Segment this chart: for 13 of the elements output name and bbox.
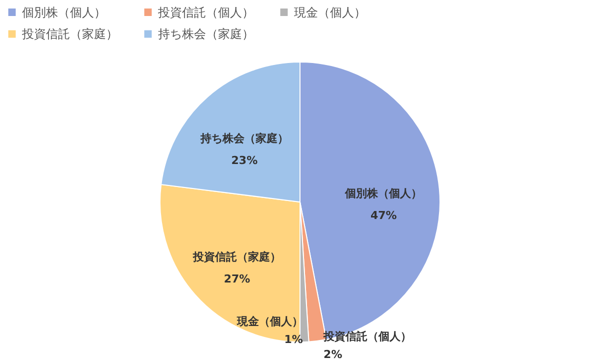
legend-label: 個別株（個人） — [22, 5, 106, 20]
legend-label: 投資信託（家庭） — [21, 27, 118, 41]
legend-label: 持ち株会（家庭） — [158, 27, 254, 41]
data-label: 47% — [370, 209, 397, 222]
slice-label: 現金（個人） — [236, 314, 303, 328]
data-label: 23% — [231, 154, 258, 167]
data-label: 2% — [324, 348, 342, 360]
legend-label: 現金（個人） — [294, 5, 366, 20]
slice-label: 個別株（個人） — [344, 187, 422, 200]
legend-label: 投資信託（個人） — [157, 5, 254, 20]
data-label: 27% — [224, 272, 250, 286]
slice-label: 投資信託（家庭） — [192, 250, 281, 264]
slice-label: 持ち株会（家庭） — [199, 132, 288, 145]
